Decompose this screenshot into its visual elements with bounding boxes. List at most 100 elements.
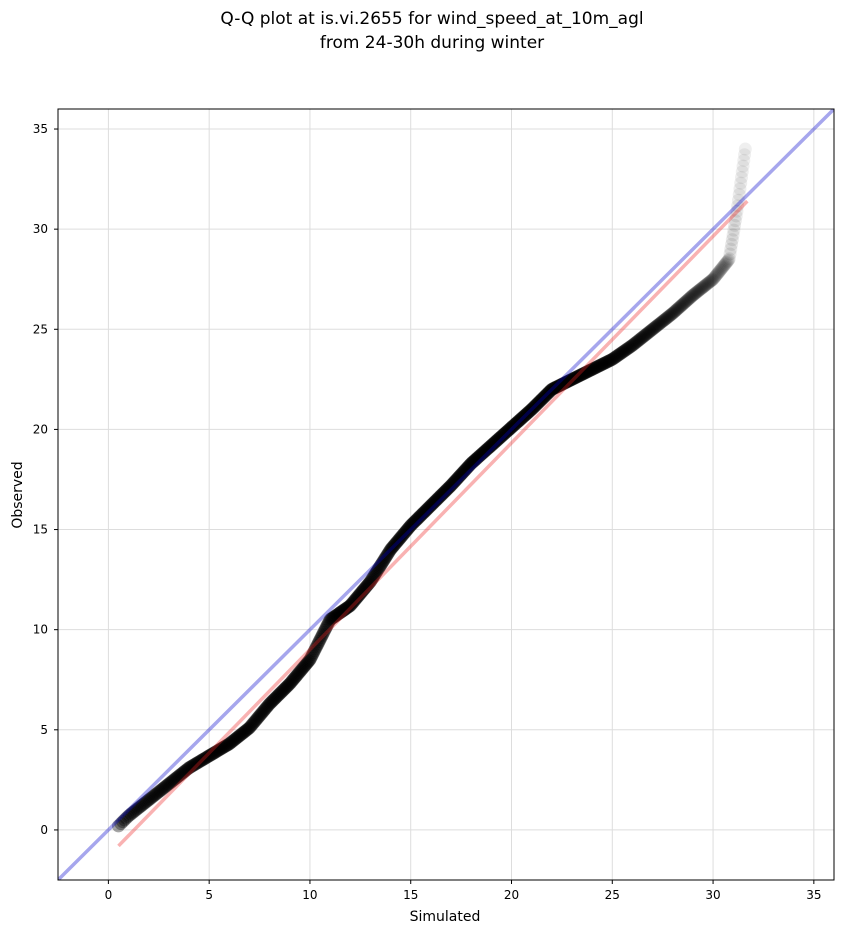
qq-point <box>733 182 747 196</box>
qq-point <box>557 376 571 390</box>
qq-point <box>181 761 195 775</box>
qq-point <box>539 388 553 402</box>
qq-point <box>511 415 525 429</box>
qq-point <box>684 290 698 304</box>
qq-point <box>444 479 458 493</box>
qq-point <box>229 731 243 745</box>
qq-point <box>681 293 695 307</box>
qq-point <box>512 413 526 427</box>
qq-point <box>471 450 485 464</box>
qq-point <box>430 493 444 507</box>
qq-point <box>420 502 434 516</box>
qq-point <box>261 699 275 713</box>
y-axis-ticks: 0 5 10 15 20 25 30 35 <box>33 122 58 837</box>
qq-point <box>176 766 190 780</box>
qq-point <box>471 451 485 465</box>
qq-point <box>695 281 709 295</box>
qq-point <box>612 348 626 362</box>
qq-point <box>259 702 273 716</box>
qq-point <box>284 676 298 690</box>
qq-point <box>342 600 356 614</box>
qq-point <box>378 551 392 565</box>
qq-point <box>185 759 199 773</box>
qq-point <box>670 303 684 317</box>
qq-point <box>391 534 405 548</box>
qq-point <box>308 642 322 656</box>
qq-point <box>220 738 234 752</box>
qq-point <box>593 358 607 372</box>
qq-point <box>208 746 222 760</box>
qq-point <box>653 316 667 330</box>
qq-point <box>646 322 660 336</box>
qq-point <box>695 281 709 295</box>
qq-point <box>374 558 388 572</box>
qq-point <box>701 276 715 290</box>
qq-point <box>523 404 537 418</box>
qq-point <box>207 746 221 760</box>
qq-point <box>244 719 258 733</box>
qq-point <box>169 771 183 785</box>
qq-point <box>651 318 665 332</box>
qq-point <box>683 291 697 305</box>
qq-point <box>286 673 300 687</box>
qq-point <box>298 659 312 673</box>
qq-point <box>204 748 218 762</box>
qq-point <box>494 430 508 444</box>
qq-point <box>555 377 569 391</box>
qq-point <box>632 333 646 347</box>
qq-point <box>226 734 240 748</box>
qq-point <box>509 416 523 430</box>
qq-point <box>264 695 278 709</box>
qq-point <box>711 266 725 280</box>
qq-point <box>451 471 465 485</box>
qq-point <box>501 424 515 438</box>
qq-point <box>335 604 349 618</box>
qq-point <box>552 379 566 393</box>
qq-point <box>459 462 473 476</box>
qq-point <box>438 485 452 499</box>
qq-point <box>462 459 476 473</box>
qq-point <box>288 671 302 685</box>
qq-point <box>738 148 752 162</box>
qq-point <box>130 802 144 816</box>
qq-point <box>455 467 469 481</box>
qq-point <box>183 761 197 775</box>
qq-point <box>441 482 455 496</box>
qq-point <box>639 327 653 341</box>
qq-point <box>419 503 433 517</box>
qq-point <box>228 732 242 746</box>
qq-point <box>233 729 247 743</box>
qq-point <box>225 734 239 748</box>
qq-point <box>385 540 399 554</box>
qq-point <box>404 518 418 532</box>
qq-point <box>712 264 726 278</box>
qq-point <box>643 324 657 338</box>
qq-point <box>332 607 346 621</box>
qq-point <box>531 396 545 410</box>
qq-point <box>483 439 497 453</box>
qq-point <box>369 565 383 579</box>
qq-point <box>502 422 516 436</box>
qq-point <box>232 730 246 744</box>
qq-point <box>344 597 358 611</box>
qq-point <box>677 296 691 310</box>
qq-point <box>245 718 259 732</box>
qq-point <box>124 807 138 821</box>
qq-point <box>543 385 557 399</box>
qq-point <box>671 302 685 316</box>
qq-point <box>728 214 742 228</box>
qq-point <box>203 748 217 762</box>
qq-point <box>617 344 631 358</box>
qq-point <box>530 398 544 412</box>
qq-point <box>668 304 682 318</box>
qq-point <box>627 337 641 351</box>
qq-point <box>266 693 280 707</box>
qq-point <box>615 346 629 360</box>
qq-point <box>379 549 393 563</box>
qq-point <box>326 611 340 625</box>
qq-point <box>352 588 366 602</box>
qq-point <box>500 425 514 439</box>
qq-point <box>297 660 311 674</box>
qq-point <box>585 363 599 377</box>
